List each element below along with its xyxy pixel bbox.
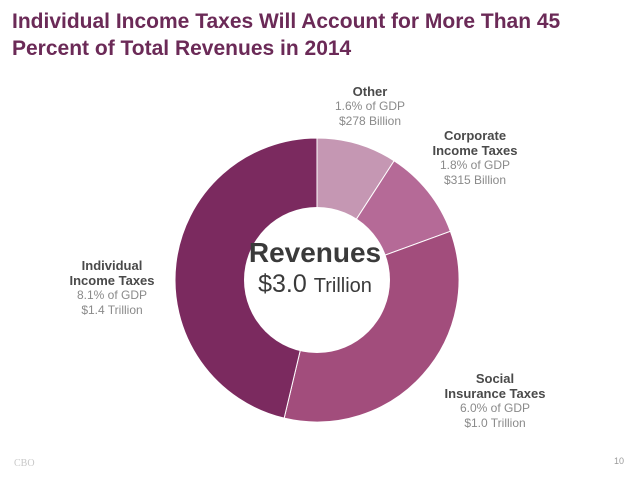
- slice-amount: $1.4 Trillion: [81, 303, 143, 317]
- label-corporate: Corporate Income Taxes 1.8% of GDP $315 …: [420, 128, 530, 188]
- slice-amount: $278 Billion: [338, 114, 402, 128]
- slice-name: Income Taxes: [69, 273, 155, 288]
- label-individual: Individual Income Taxes 8.1% of GDP $1.4…: [52, 258, 172, 318]
- label-social: Social Insurance Taxes 6.0% of GDP $1.0 …: [430, 371, 560, 431]
- slice-gdp: 1.6% of GDP: [334, 99, 406, 113]
- slice-name: Other: [352, 84, 388, 99]
- chart-title: Individual Income Taxes Will Account for…: [12, 10, 561, 60]
- center-title: Revenues: [248, 237, 382, 268]
- slice-name: Corporate: [443, 128, 507, 143]
- slice-name: Insurance Taxes: [444, 386, 546, 401]
- slice-gdp: 8.1% of GDP: [76, 288, 148, 302]
- cbo-logo-text: CBO: [14, 458, 35, 469]
- slice-name: Individual: [81, 258, 143, 273]
- slice-amount: $315 Billion: [443, 173, 507, 187]
- slice-gdp: 1.8% of GDP: [439, 158, 511, 172]
- center-amount: $3.0: [258, 270, 307, 298]
- slice-name: Income Taxes: [432, 143, 518, 158]
- donut-hole: [244, 207, 390, 353]
- slice-amount: $1.0 Trillion: [464, 416, 526, 430]
- page-number: 10: [613, 456, 624, 466]
- center-amount-line: $3.0 Trillion: [240, 269, 390, 301]
- slice-name: Social: [475, 371, 515, 386]
- center-unit: Trillion: [313, 275, 372, 297]
- label-other: Other 1.6% of GDP $278 Billion: [320, 84, 420, 129]
- center-label: Revenues $3.0 Trillion: [240, 237, 390, 301]
- slice-gdp: 6.0% of GDP: [459, 401, 531, 415]
